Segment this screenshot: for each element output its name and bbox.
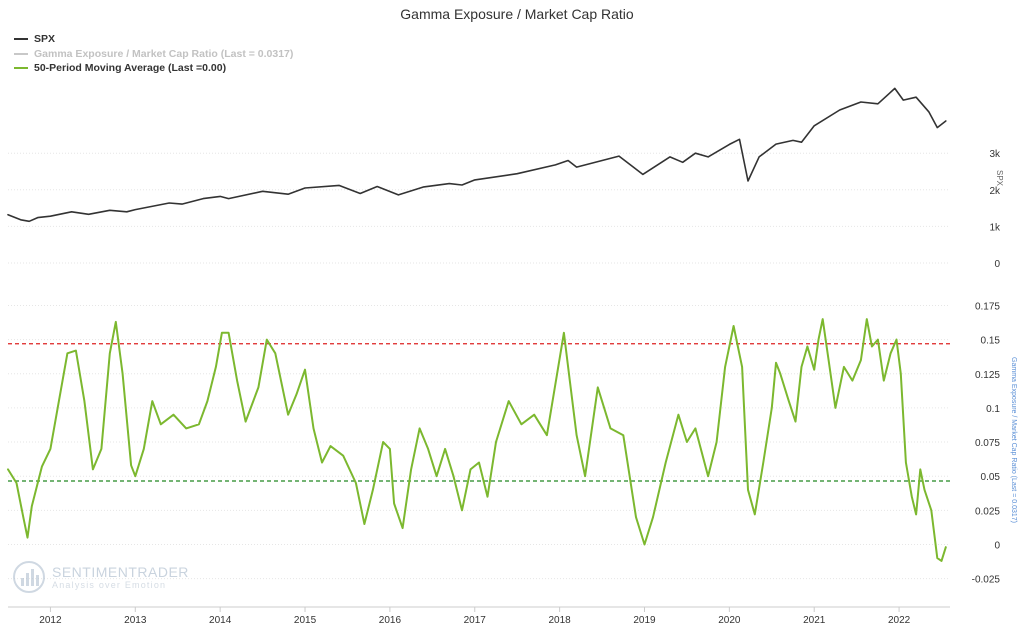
legend: SPX Gamma Exposure / Market Cap Ratio (L…	[14, 32, 293, 76]
x-tick-label-4: 2016	[379, 615, 402, 626]
legend-label-moving-average: 50-Period Moving Average (Last =0.00)	[34, 62, 227, 74]
y-tick-label-gamma-5: 0.1	[986, 404, 1000, 415]
x-tick-label-0: 2012	[39, 615, 62, 626]
x-tick-label-10: 2022	[888, 615, 911, 626]
legend-item-gamma-ratio[interactable]: Gamma Exposure / Market Cap Ratio (Last …	[14, 47, 293, 62]
x-tick-label-5: 2017	[464, 615, 487, 626]
legend-swatch-gamma-ratio	[14, 52, 28, 55]
y-tick-label-gamma-1: 0	[994, 540, 1000, 551]
x-tick-label-8: 2020	[718, 615, 741, 626]
y-tick-label-spx-0: 0	[994, 259, 1000, 270]
x-tick-label-2: 2014	[209, 615, 232, 626]
legend-label-spx: SPX	[34, 33, 56, 45]
y-tick-label-spx-1: 1k	[989, 222, 1001, 233]
legend-label-gamma-ratio: Gamma Exposure / Market Cap Ratio (Last …	[34, 47, 294, 60]
x-tick-label-1: 2013	[124, 615, 147, 626]
y-tick-label-gamma-6: 0.125	[975, 370, 1000, 381]
watermark: SENTIMENTRADER Analysis over Emotion	[12, 560, 189, 594]
x-tick-label-6: 2018	[548, 615, 571, 626]
series-line-spx-0	[7, 87, 947, 223]
watermark-tagline: Analysis over Emotion	[52, 580, 167, 590]
y-tick-label-gamma-4: 0.075	[975, 438, 1000, 449]
legend-item-moving-average[interactable]: 50-Period Moving Average (Last =0.00)	[14, 61, 293, 76]
x-tick-label-3: 2015	[294, 615, 317, 626]
y-tick-label-gamma-7: 0.15	[981, 336, 1001, 347]
legend-item-spx[interactable]: SPX	[14, 32, 293, 47]
legend-swatch-spx	[14, 38, 28, 41]
series-line-gamma-0	[7, 318, 947, 562]
y-axis-label-gamma: Gamma Exposure / Market Cap Ratio (Last …	[1010, 357, 1017, 523]
legend-swatch-moving-average	[14, 67, 28, 70]
y-tick-label-spx-3: 3k	[989, 149, 1001, 160]
y-axis-label-spx: SPX	[995, 170, 1004, 187]
x-tick-label-9: 2021	[803, 615, 826, 626]
chart-title: Gamma Exposure / Market Cap Ratio	[400, 6, 634, 22]
y-tick-label-gamma-8: 0.175	[975, 301, 1000, 312]
y-tick-label-gamma-2: 0.025	[975, 506, 1000, 517]
y-tick-label-gamma-3: 0.05	[981, 472, 1001, 483]
watermark-brand: SENTIMENTRADER	[52, 564, 189, 580]
y-tick-label-spx-2: 2k	[989, 186, 1001, 197]
watermark-logo-icon	[13, 561, 45, 593]
y-tick-label-gamma-0: -0.025	[972, 575, 1001, 586]
x-tick-label-7: 2019	[633, 615, 656, 626]
